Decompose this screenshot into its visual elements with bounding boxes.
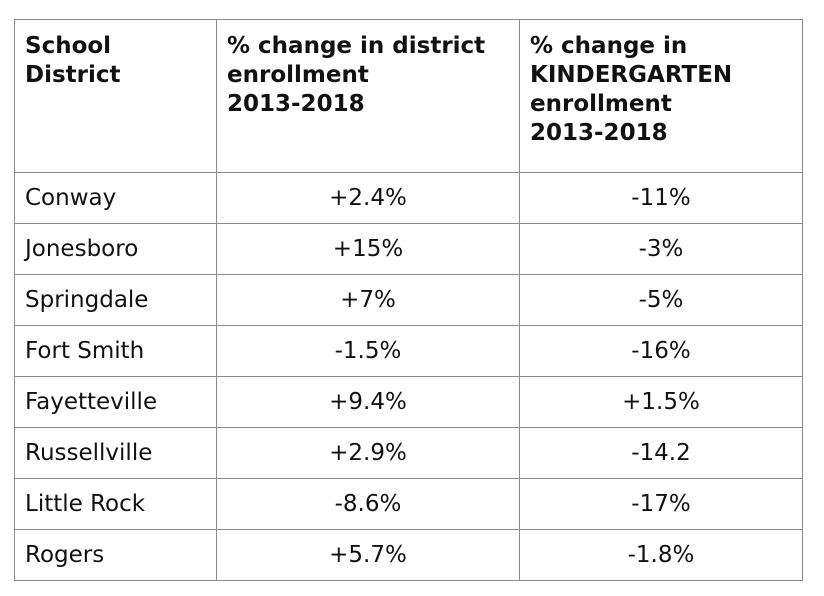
header-district-enrollment-change: % change in district enrollment 2013-201… — [216, 19, 520, 173]
district-name: Springdale — [14, 274, 217, 326]
district-enrollment-change: +5.7% — [216, 529, 520, 581]
kindergarten-enrollment-change: +1.5% — [519, 376, 803, 428]
district-name: Rogers — [14, 529, 217, 581]
table-row: Little Rock -8.6% -17% — [14, 478, 803, 530]
enrollment-table: School District % change in district enr… — [14, 19, 803, 581]
header-school-district: School District — [14, 19, 217, 173]
district-enrollment-change: -1.5% — [216, 325, 520, 377]
district-name: Jonesboro — [14, 223, 217, 275]
district-name: Conway — [14, 172, 217, 224]
district-enrollment-change: +7% — [216, 274, 520, 326]
header-row: School District % change in district enr… — [14, 19, 803, 173]
district-name: Fort Smith — [14, 325, 217, 377]
table-row: Fort Smith -1.5% -16% — [14, 325, 803, 377]
district-enrollment-change: +15% — [216, 223, 520, 275]
kindergarten-enrollment-change: -14.2 — [519, 427, 803, 479]
district-name: Fayetteville — [14, 376, 217, 428]
district-enrollment-change: +2.4% — [216, 172, 520, 224]
district-enrollment-change: +2.9% — [216, 427, 520, 479]
kindergarten-enrollment-change: -1.8% — [519, 529, 803, 581]
table-row: Rogers +5.7% -1.8% — [14, 529, 803, 581]
district-name: Russellville — [14, 427, 217, 479]
kindergarten-enrollment-change: -17% — [519, 478, 803, 530]
kindergarten-enrollment-change: -16% — [519, 325, 803, 377]
table-row: Conway +2.4% -11% — [14, 172, 803, 224]
kindergarten-enrollment-change: -3% — [519, 223, 803, 275]
district-enrollment-change: -8.6% — [216, 478, 520, 530]
table-row: Jonesboro +15% -3% — [14, 223, 803, 275]
table-row: Springdale +7% -5% — [14, 274, 803, 326]
district-name: Little Rock — [14, 478, 217, 530]
header-kindergarten-enrollment-change: % change in KINDERGARTEN enrollment 2013… — [519, 19, 803, 173]
kindergarten-enrollment-change: -11% — [519, 172, 803, 224]
district-enrollment-change: +9.4% — [216, 376, 520, 428]
table-row: Russellville +2.9% -14.2 — [14, 427, 803, 479]
kindergarten-enrollment-change: -5% — [519, 274, 803, 326]
table-row: Fayetteville +9.4% +1.5% — [14, 376, 803, 428]
